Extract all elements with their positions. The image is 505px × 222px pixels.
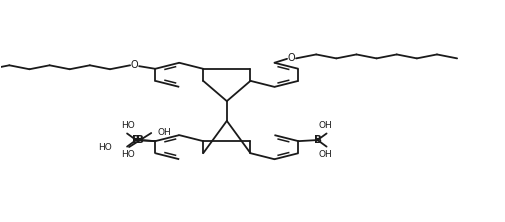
Text: HO: HO (97, 143, 111, 152)
Text: B: B (136, 135, 144, 145)
Text: HO: HO (121, 150, 135, 159)
Text: OH: OH (318, 121, 332, 130)
Text: B: B (132, 135, 140, 145)
Text: O: O (131, 60, 138, 70)
Text: OH: OH (318, 150, 332, 159)
Text: B: B (313, 135, 321, 145)
Text: OH: OH (157, 128, 171, 137)
Text: HO: HO (121, 121, 135, 130)
Text: O: O (287, 53, 295, 63)
